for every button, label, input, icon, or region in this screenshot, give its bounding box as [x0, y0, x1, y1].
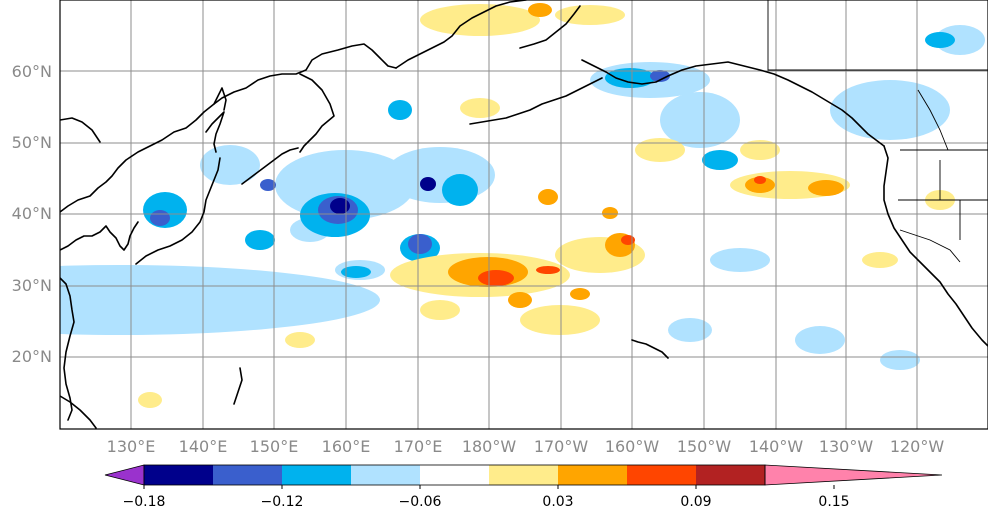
negative-anomaly-patch: [385, 147, 495, 203]
colorbar-segment: [558, 465, 627, 485]
positive-anomaly-patch: [478, 270, 514, 286]
map-frame: [59, 0, 988, 430]
colorbar-tick-label: 0.15: [818, 494, 849, 510]
positive-anomaly-patch: [602, 207, 618, 219]
negative-anomaly-patch: [235, 285, 265, 305]
lon-label-160w: 160°W: [605, 437, 660, 456]
lon-label-160e: 160°E: [322, 437, 371, 456]
colorbar-tick-label: −0.12: [261, 494, 304, 510]
longitude-labels: 130°E 140°E 150°E 160°E 170°E 180°W 170°…: [107, 437, 945, 456]
negative-anomaly-patch: [260, 179, 276, 191]
negative-anomaly-patch: [341, 266, 371, 278]
colorbar-tick-labels: −0.18 −0.12 −0.06 0.03 0.09 0.15: [123, 494, 850, 510]
colorbar-segment: [351, 465, 420, 485]
positive-anomaly-patch: [420, 4, 540, 36]
negative-anomaly-patch: [880, 350, 920, 370]
colorbar-outline: [143, 464, 766, 486]
positive-anomaly-patch: [754, 176, 766, 184]
lat-label-50n: 50°N: [12, 133, 52, 152]
colorbar-extend-min: [104, 464, 145, 486]
map-panel: [59, 0, 988, 430]
positive-anomaly-patch: [285, 332, 315, 348]
negative-anomaly-patch: [330, 198, 350, 214]
lon-label-140e: 140°E: [179, 437, 228, 456]
coastlines: [60, 0, 988, 429]
colorbar-segment: [696, 465, 765, 485]
colorbar: [104, 464, 943, 489]
negative-anomaly-patch: [650, 70, 670, 82]
lon-label-170w: 170°W: [534, 437, 589, 456]
lat-label-60n: 60°N: [12, 62, 52, 81]
lat-label-40n: 40°N: [12, 204, 52, 223]
negative-anomaly-patch: [245, 230, 275, 250]
colorbar-segment: [144, 465, 213, 485]
negative-anomaly-patch: [150, 210, 170, 226]
lon-label-150w: 150°W: [677, 437, 732, 456]
positive-anomaly-patch: [420, 300, 460, 320]
positive-anomaly-patch: [538, 189, 558, 205]
colorbar-segment: [627, 465, 696, 485]
negative-anomaly-patch: [935, 25, 985, 55]
colorbar-tick-label: 0.09: [680, 494, 711, 510]
positive-anomaly-patch: [555, 5, 625, 25]
negative-anomaly-patch: [408, 234, 432, 254]
colorbar-segment: [282, 465, 351, 485]
negative-anomaly-patch: [605, 68, 655, 88]
colorbar-tick-label: −0.18: [123, 494, 166, 510]
negative-anomaly-patch: [200, 145, 260, 185]
lon-label-170e: 170°E: [394, 437, 443, 456]
negative-anomaly-patch: [795, 326, 845, 354]
colorbar-tick-label: −0.06: [399, 494, 442, 510]
lon-label-140w: 140°W: [749, 437, 804, 456]
lat-label-20n: 20°N: [12, 347, 52, 366]
positive-anomaly-patch: [862, 252, 898, 268]
colorbar-extend-max: [764, 464, 943, 486]
positive-anomaly-patch: [635, 138, 685, 162]
lon-label-120w: 120°W: [890, 437, 945, 456]
positive-anomaly-patch: [570, 288, 590, 300]
lon-label-130e: 130°E: [107, 437, 156, 456]
negative-anomaly-patch: [925, 32, 955, 48]
lat-label-30n: 30°N: [12, 276, 52, 295]
colorbar-segment: [420, 465, 489, 485]
negative-anomaly-patch: [702, 150, 738, 170]
positive-anomaly-patch: [528, 3, 552, 17]
negative-anomaly-patch: [388, 100, 412, 120]
latitude-labels: 20°N 30°N 40°N 50°N 60°N: [12, 62, 52, 366]
negative-anomaly-patch: [442, 174, 478, 206]
positive-anomaly-patch: [460, 98, 500, 118]
lon-label-130w: 130°W: [819, 437, 874, 456]
colorbar-segment: [489, 465, 558, 485]
colorbar-tick-label: 0.03: [542, 494, 573, 510]
negative-anomaly-patch: [420, 177, 436, 191]
negative-anomaly-patch: [60, 265, 380, 335]
negative-anomaly-patch: [830, 80, 950, 140]
negative-anomaly-patch: [710, 248, 770, 272]
positive-anomaly-patch: [138, 392, 162, 408]
positive-anomaly-patch: [621, 235, 635, 245]
colorbar-segment: [213, 465, 282, 485]
lon-label-180w: 180°W: [462, 437, 517, 456]
positive-anomaly-patch: [740, 140, 780, 160]
lon-label-150e: 150°E: [250, 437, 299, 456]
political-borders: [767, 0, 988, 263]
positive-anomaly-patch: [520, 305, 600, 335]
negative-anomaly-patch: [660, 92, 740, 148]
positive-anomaly-patch: [808, 180, 844, 196]
negative-anomaly-patch: [668, 318, 712, 342]
positive-anomaly-patch: [508, 292, 532, 308]
positive-anomaly-patch: [536, 266, 560, 274]
positive-anomaly-patch: [745, 177, 775, 193]
